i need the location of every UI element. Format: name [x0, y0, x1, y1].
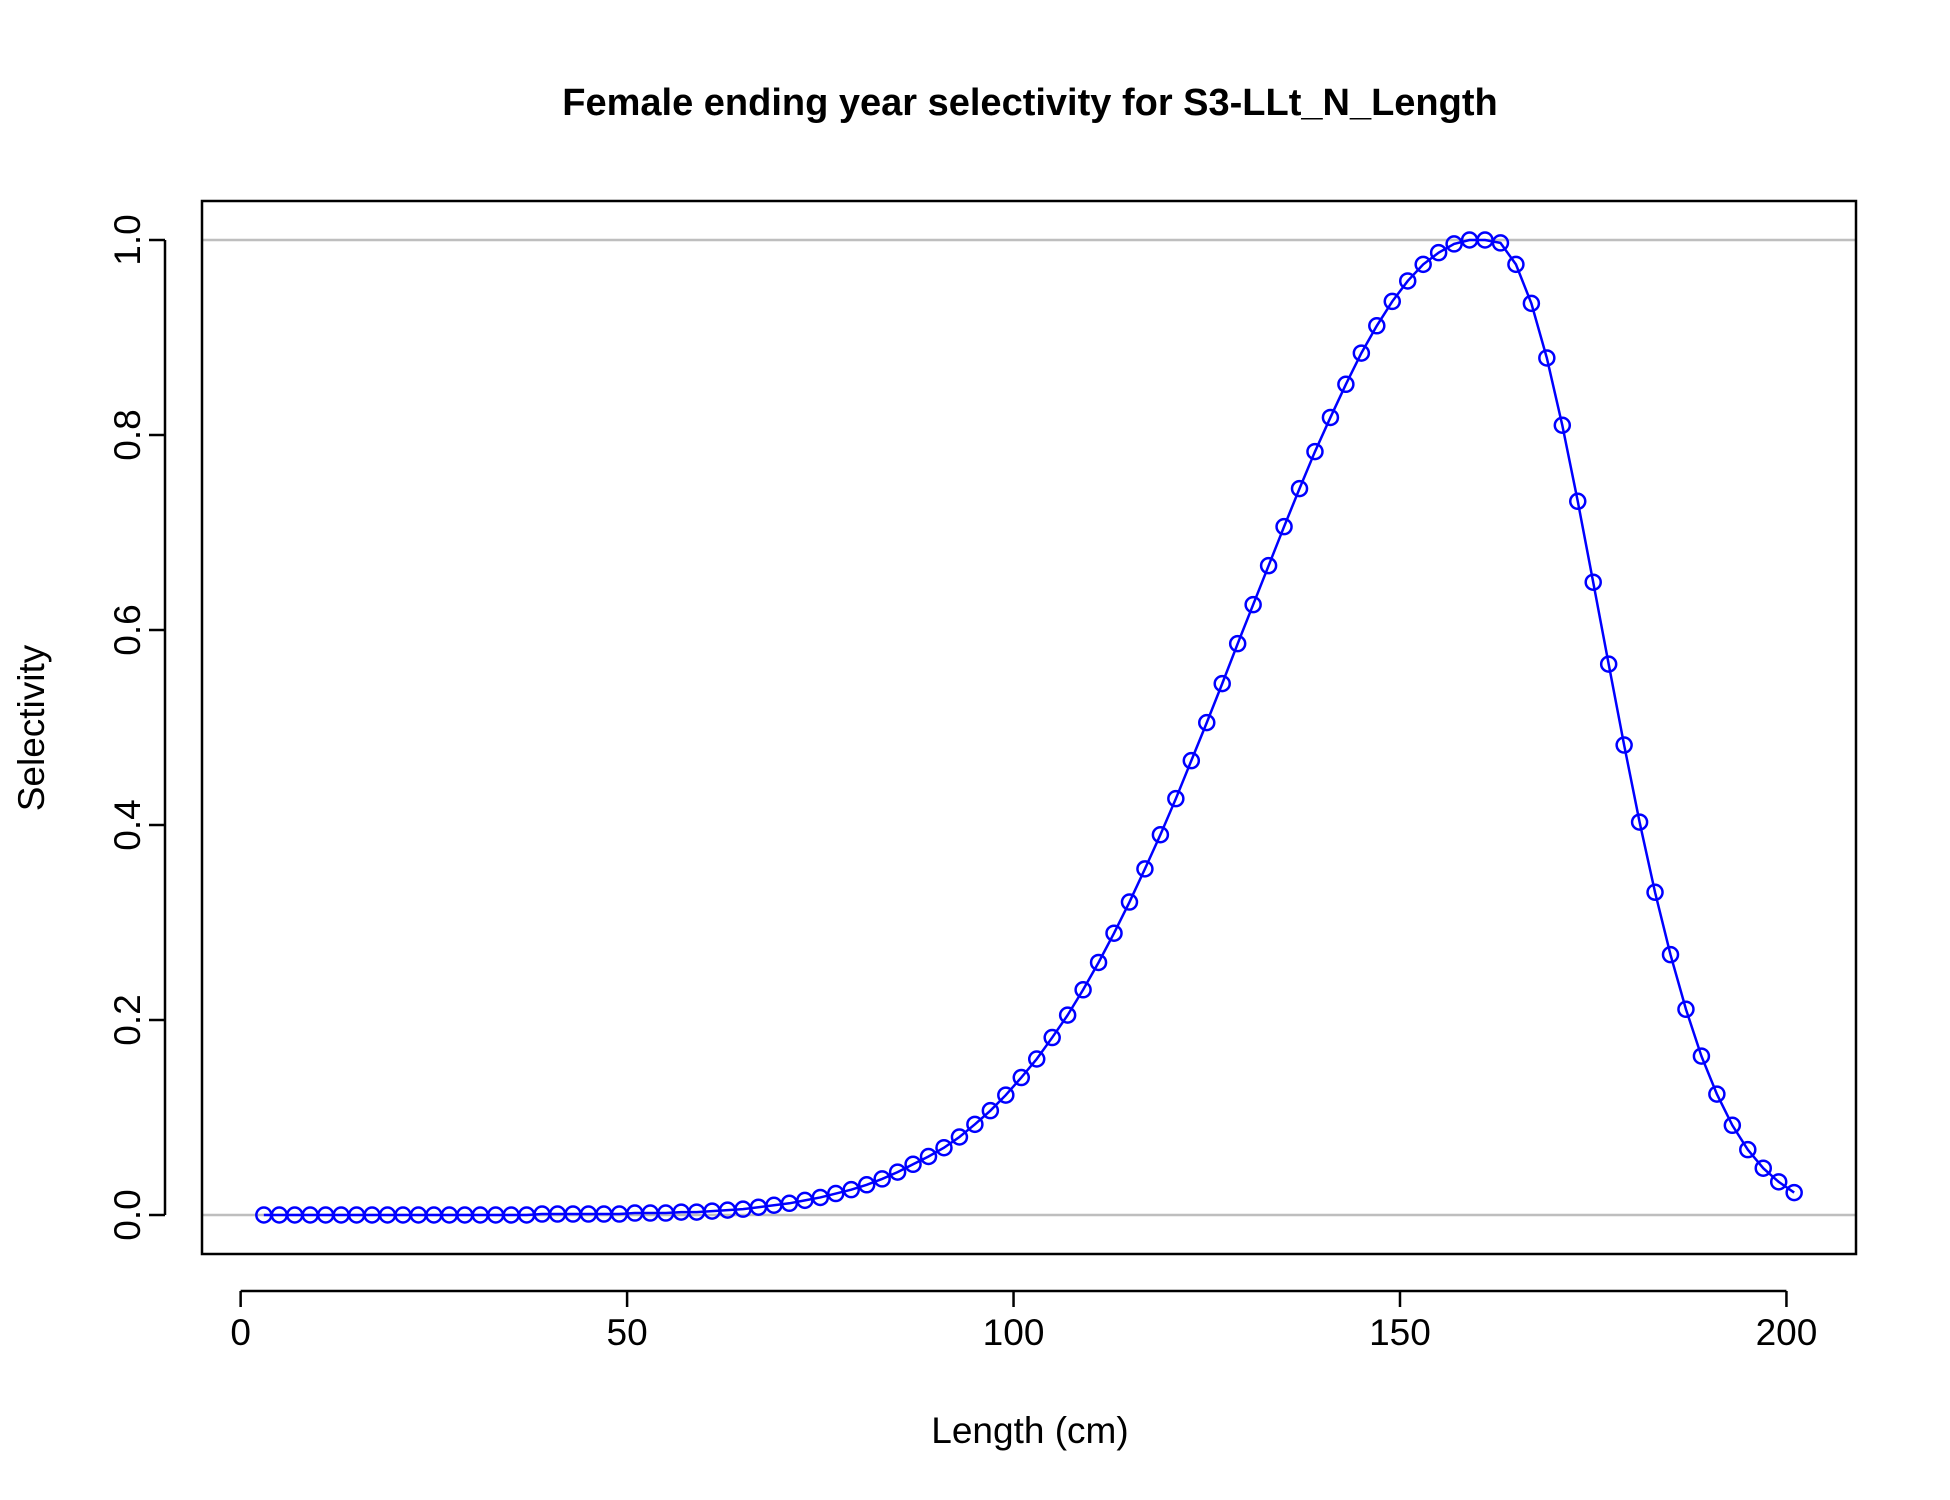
- data-point: [1136, 860, 1154, 878]
- x-axis-label: Length (cm): [931, 1410, 1128, 1451]
- y-axis-label: Selectivity: [11, 644, 52, 811]
- data-point: [1244, 595, 1262, 614]
- data-point: [997, 1086, 1015, 1104]
- plot-frame: [200, 199, 1858, 1256]
- data-point: [1213, 674, 1231, 693]
- data-point: [1414, 255, 1432, 274]
- data-point: [1368, 317, 1386, 335]
- data-point: [1708, 1085, 1726, 1103]
- data-point: [1445, 235, 1463, 253]
- data-point: [1120, 893, 1139, 911]
- data-point: [827, 1184, 845, 1203]
- data-point: [1290, 479, 1309, 498]
- data-point: [1027, 1050, 1046, 1068]
- data-point: [1615, 736, 1633, 754]
- data-point: [950, 1128, 969, 1146]
- y-tick-label: 0.2: [107, 994, 148, 1045]
- x-axis: 0 50 100 150 200: [230, 1289, 1818, 1353]
- data-point: [1182, 751, 1201, 770]
- data-point: [888, 1163, 907, 1181]
- data-point: [1058, 1006, 1077, 1024]
- x-tick-label: 150: [1369, 1312, 1431, 1353]
- data-point: [1383, 292, 1402, 311]
- x-tick-label: 0: [230, 1312, 251, 1353]
- data-point: [1661, 945, 1680, 964]
- data-point: [1491, 234, 1510, 252]
- data-point: [1321, 408, 1340, 427]
- data-point: [1785, 1183, 1803, 1202]
- data-point: [919, 1147, 938, 1166]
- data-point: [811, 1188, 830, 1207]
- data-point: [1538, 349, 1556, 367]
- data-point: [842, 1180, 860, 1199]
- data-point: [857, 1176, 876, 1194]
- data-point: [1352, 344, 1371, 362]
- data-point: [981, 1101, 1000, 1120]
- data-point: [1553, 416, 1572, 434]
- data-point: [1259, 556, 1278, 575]
- data-point: [1769, 1173, 1788, 1191]
- y-tick-label: 1.0: [107, 214, 148, 265]
- data-point: [966, 1115, 984, 1134]
- y-tick-label: 0.4: [107, 799, 148, 850]
- y-tick-label: 0.8: [107, 409, 148, 460]
- data-point: [1599, 655, 1618, 673]
- data-point: [1584, 573, 1602, 591]
- data-point: [1275, 517, 1293, 536]
- data-point: [1228, 634, 1247, 653]
- data-point: [1429, 243, 1448, 262]
- data-point: [935, 1138, 953, 1157]
- data-point: [1569, 492, 1587, 511]
- data-point: [1522, 294, 1541, 313]
- data-point: [1398, 272, 1417, 290]
- data-point: [1507, 255, 1525, 274]
- y-axis: 0.0 0.2 0.4 0.6 0.8 1.0: [107, 214, 167, 1241]
- data-point: [904, 1155, 922, 1174]
- data-point: [1677, 1000, 1695, 1019]
- data-point: [1723, 1116, 1742, 1135]
- data-point: [1089, 953, 1108, 972]
- x-tick-label: 200: [1756, 1312, 1818, 1353]
- data-point: [1739, 1140, 1757, 1159]
- data-point: [1306, 442, 1324, 461]
- data-point: [1167, 789, 1185, 808]
- data-point: [1198, 713, 1216, 732]
- y-tick-label: 0.0: [107, 1189, 148, 1240]
- data-point: [1105, 924, 1123, 942]
- data-point: [1337, 375, 1355, 394]
- data-point: [1692, 1047, 1711, 1065]
- x-tick-label: 50: [607, 1312, 648, 1353]
- data-point: [1630, 813, 1649, 831]
- y-tick-label: 0.6: [107, 604, 148, 655]
- data-point: [1043, 1028, 1061, 1047]
- data-point: [1074, 981, 1092, 999]
- series-line: [263, 238, 1795, 1217]
- data-point: [1646, 883, 1664, 902]
- data-point: [1151, 826, 1170, 844]
- chart-title: Female ending year selectivity for S3-LL…: [562, 82, 1497, 124]
- data-point: [1754, 1159, 1773, 1177]
- data-point: [873, 1170, 891, 1188]
- data-point: [1012, 1068, 1031, 1087]
- series-layer: [255, 231, 1803, 1224]
- x-tick-label: 100: [983, 1312, 1045, 1353]
